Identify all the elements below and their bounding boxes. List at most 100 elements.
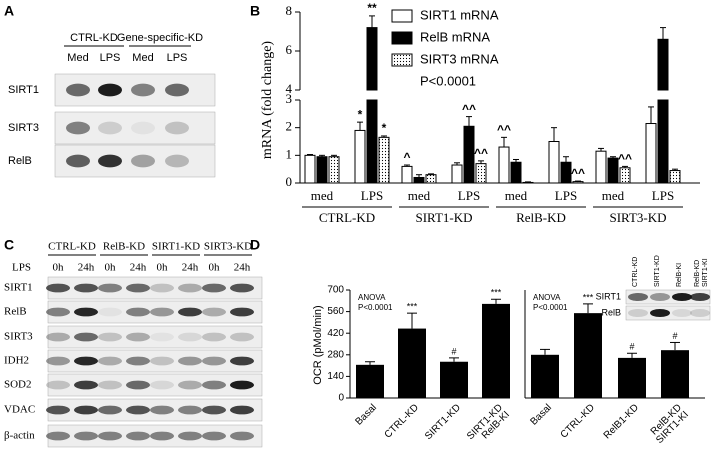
- lane-label: SIRT1-KI: [702, 258, 709, 287]
- bar: [619, 167, 631, 184]
- y-axis-label: OCR (pMol/min): [312, 305, 324, 384]
- lane-label: 0h: [105, 262, 117, 274]
- group-label: SIRT3-KD: [204, 241, 252, 253]
- row-label: VDAC: [4, 404, 35, 416]
- bar: [475, 163, 487, 184]
- row-label: SIRT1: [8, 84, 39, 96]
- band: [131, 154, 155, 168]
- note: P<0.0001: [420, 73, 476, 88]
- band: [98, 405, 122, 415]
- band: [650, 309, 670, 317]
- x-tick-label: LPS: [652, 188, 674, 203]
- band: [126, 307, 150, 317]
- y-tick-label: 280: [327, 349, 344, 360]
- bar: [574, 313, 602, 398]
- band: [672, 293, 692, 301]
- bar: [463, 125, 475, 184]
- band: [98, 356, 122, 366]
- annotation: ^^: [474, 146, 488, 160]
- band: [628, 309, 648, 317]
- bar: [440, 361, 468, 398]
- bar: [425, 174, 437, 184]
- y-tick-label: 3: [286, 91, 293, 106]
- band: [230, 431, 254, 441]
- annotation: *: [382, 121, 387, 135]
- band: [178, 283, 202, 293]
- y-tick-label: 8: [286, 3, 293, 18]
- bar-label: ***: [583, 292, 594, 302]
- band: [230, 405, 254, 415]
- band: [178, 380, 202, 390]
- band: [178, 356, 202, 366]
- note: P<0.0001: [533, 303, 568, 312]
- band: [98, 431, 122, 441]
- band: [46, 431, 70, 441]
- lane-label: 0h: [157, 262, 169, 274]
- band: [230, 283, 254, 293]
- band: [150, 283, 174, 293]
- panel-label: D: [250, 237, 260, 253]
- band: [165, 121, 189, 135]
- group-label: SIRT1-KD: [152, 241, 200, 253]
- lane-label: RelB-KI: [676, 263, 683, 287]
- bar: [607, 157, 619, 184]
- row-label: RelB: [8, 155, 32, 167]
- bar: [366, 99, 378, 184]
- row-label: SIRT1: [4, 282, 33, 294]
- band: [126, 356, 150, 366]
- band: [126, 431, 150, 441]
- band: [74, 431, 98, 441]
- band: [74, 356, 98, 366]
- lane-label: 24h: [78, 262, 95, 274]
- x-tick-label: med: [311, 188, 334, 203]
- bar: [354, 129, 366, 184]
- legend-swatch: [391, 31, 413, 45]
- lane-label: Med: [67, 52, 88, 64]
- band: [126, 283, 150, 293]
- band: [672, 309, 692, 317]
- row-label: RelB: [601, 307, 621, 317]
- annotation: *: [358, 107, 363, 121]
- x-tick-label: Basal: [354, 402, 379, 427]
- band: [690, 309, 710, 317]
- band: [74, 380, 98, 390]
- band: [46, 307, 70, 317]
- legend-label: SIRT3 mRNA: [420, 51, 499, 66]
- y-axis-label: mRNA (fold change): [260, 41, 275, 160]
- row-label: β-actin: [4, 430, 35, 442]
- bar: [356, 364, 384, 398]
- bar: [645, 123, 657, 184]
- band: [150, 356, 174, 366]
- band: [202, 380, 226, 390]
- bar: [522, 181, 534, 184]
- annotation: **: [367, 1, 377, 15]
- band: [126, 405, 150, 415]
- x-tick-label: med: [505, 188, 528, 203]
- band: [150, 380, 174, 390]
- group-label: RelB-KD: [103, 241, 145, 253]
- group-label: RelB-KD: [516, 210, 566, 225]
- group-label: CTRL-KD: [70, 32, 118, 44]
- bar: [498, 146, 510, 184]
- band: [202, 405, 226, 415]
- band: [46, 405, 70, 415]
- band: [126, 332, 150, 342]
- band: [690, 293, 710, 301]
- band: [202, 307, 226, 317]
- band: [74, 405, 98, 415]
- band: [74, 307, 98, 317]
- band: [628, 293, 648, 301]
- note: P<0.0001: [358, 303, 393, 312]
- band: [98, 380, 122, 390]
- x-tick-label: SIRT1-KD: [423, 402, 463, 442]
- annotation: ^^: [462, 102, 476, 116]
- lane-label: CTRL-KD: [632, 257, 639, 287]
- x-tick-label: LPS: [555, 188, 577, 203]
- x-tick-label: LPS: [361, 188, 383, 203]
- legend-swatch: [391, 53, 413, 67]
- lane-label: 24h: [234, 262, 251, 274]
- bar: [451, 164, 463, 184]
- band: [126, 380, 150, 390]
- bar: [548, 141, 560, 184]
- band: [650, 293, 670, 301]
